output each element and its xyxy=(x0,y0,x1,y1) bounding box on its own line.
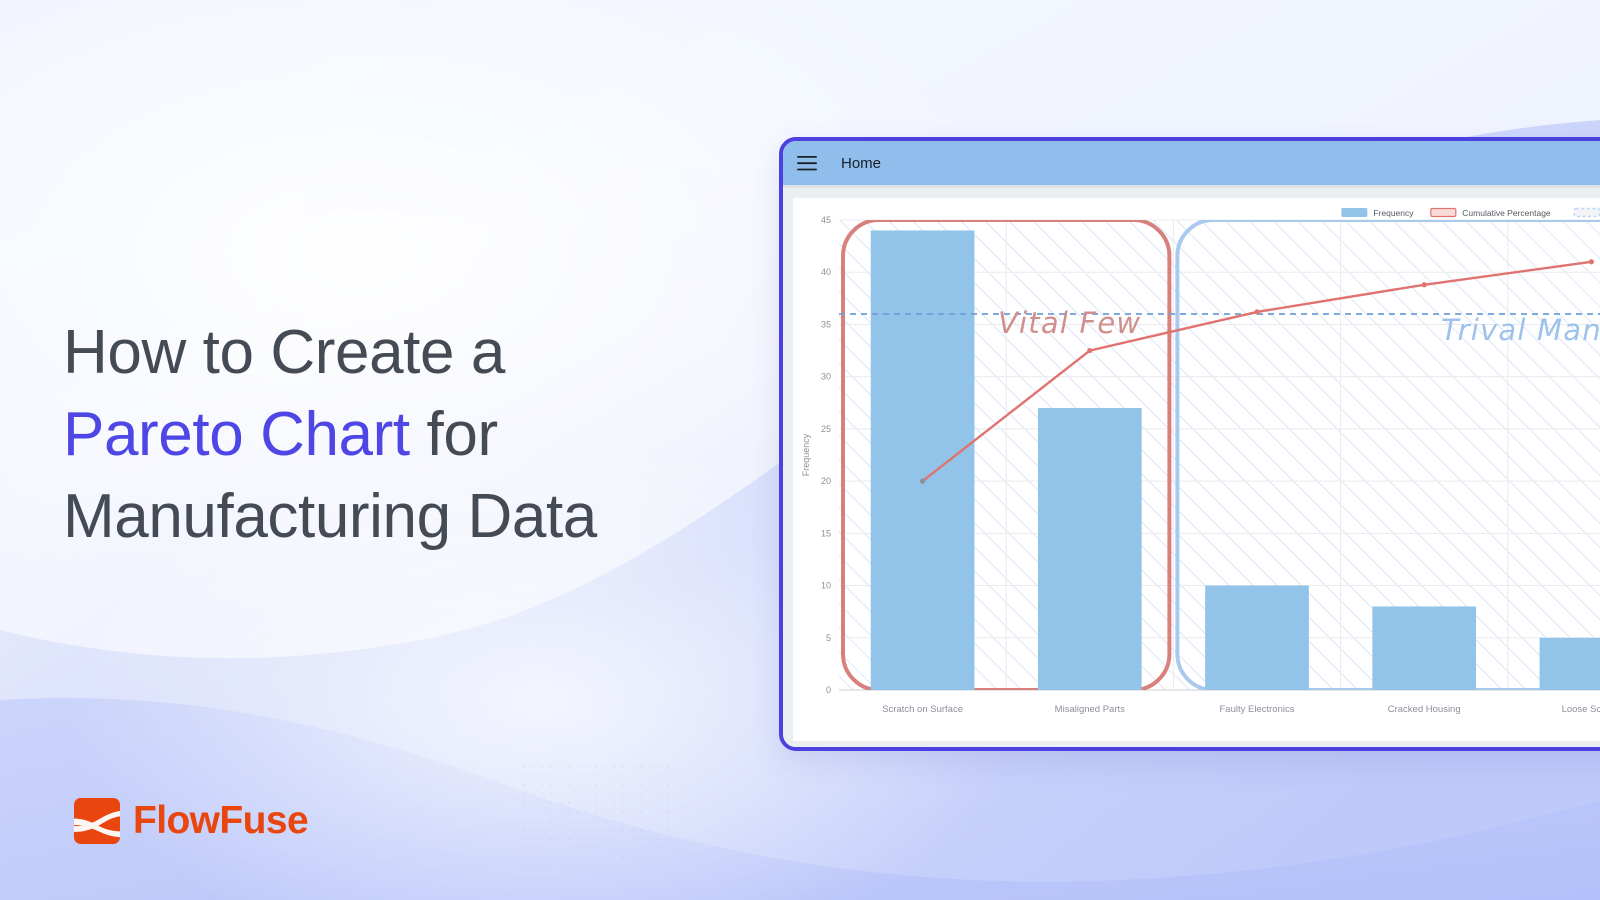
cumulative-point-3[interactable] xyxy=(1421,282,1427,288)
chart-card: 0 5 10 15 20 25 30 35 40 45 Frequency xyxy=(793,198,1600,741)
x-tick-label-1: Misaligned Parts xyxy=(1055,704,1125,715)
page-title: How to Create a Pareto Chart for Manufac… xyxy=(63,312,803,557)
y-tick-label: 15 xyxy=(821,528,831,538)
y-tick-label: 35 xyxy=(821,319,831,329)
y-axis-label: Frequency xyxy=(801,433,811,476)
window-titlebar: Home xyxy=(783,141,1600,185)
x-tick-label-3: Cracked Housing xyxy=(1388,704,1461,715)
bar-3[interactable] xyxy=(1372,606,1477,690)
hero-heading-block: How to Create a Pareto Chart for Manufac… xyxy=(63,312,803,557)
y-tick-label: 45 xyxy=(821,215,831,225)
app-window: Home xyxy=(779,137,1600,751)
y-tick-label: 5 xyxy=(826,633,831,643)
bar-4[interactable] xyxy=(1539,637,1600,690)
legend-label-1: Cumulative Percentage xyxy=(1462,208,1551,218)
legend-swatch-2[interactable] xyxy=(1573,207,1600,218)
y-tick-label: 20 xyxy=(821,476,831,486)
annotation-vital-few: Vital Few xyxy=(998,306,1141,340)
title-line-3: Manufacturing Data xyxy=(63,481,597,551)
x-axis-labels: Scratch on Surface Misaligned Parts Faulty… xyxy=(882,704,1600,715)
bar-1[interactable] xyxy=(1037,408,1142,690)
cumulative-point-4[interactable] xyxy=(1588,259,1594,265)
title-accent: Pareto Chart xyxy=(63,399,410,469)
cumulative-point-1[interactable] xyxy=(1087,347,1093,354)
y-tick-label: 25 xyxy=(821,424,831,434)
y-axis-ticks: 0 5 10 15 20 25 30 35 40 45 xyxy=(821,215,831,695)
brand-name: FlowFuse xyxy=(133,799,309,842)
flowfuse-logo-icon xyxy=(74,798,120,844)
cumulative-point-2[interactable] xyxy=(1254,309,1260,315)
title-line-2-rest: for xyxy=(409,399,499,469)
window-title: Home xyxy=(841,154,882,172)
legend-label-0: Frequency xyxy=(1373,208,1414,218)
bar-2[interactable] xyxy=(1205,585,1309,690)
titlebar-divider xyxy=(783,185,1600,188)
y-tick-label: 40 xyxy=(821,267,831,277)
y-tick-label: 10 xyxy=(821,581,831,591)
region-highlights xyxy=(841,220,1600,690)
brand-logo[interactable]: FlowFuse xyxy=(74,798,309,844)
pareto-chart[interactable]: 0 5 10 15 20 25 30 35 40 45 Frequency xyxy=(793,198,1600,751)
hamburger-menu-icon[interactable] xyxy=(797,155,817,171)
x-tick-label-4: Loose Screws xyxy=(1562,704,1600,715)
cumulative-percentage-points[interactable] xyxy=(920,259,1594,484)
title-line-1: How to Create a xyxy=(63,318,505,387)
bar-0[interactable] xyxy=(870,230,975,690)
bar-series-frequency[interactable] xyxy=(870,230,1600,690)
window-content: 0 5 10 15 20 25 30 35 40 45 Frequency xyxy=(783,188,1600,747)
y-tick-label: 30 xyxy=(821,372,831,382)
annotation-trival-many: Trival Many xyxy=(1441,313,1600,347)
legend-swatch-1[interactable] xyxy=(1430,207,1457,218)
cumulative-point-0[interactable] xyxy=(920,478,926,484)
trivial-many-region xyxy=(1175,220,1600,690)
vital-few-region xyxy=(841,220,1172,690)
y-tick-label: 0 xyxy=(826,685,831,695)
x-tick-label-2: Faulty Electronics xyxy=(1220,704,1295,715)
legend-swatch-0[interactable] xyxy=(1341,208,1368,217)
x-tick-label-0: Scratch on Surface xyxy=(882,704,963,715)
